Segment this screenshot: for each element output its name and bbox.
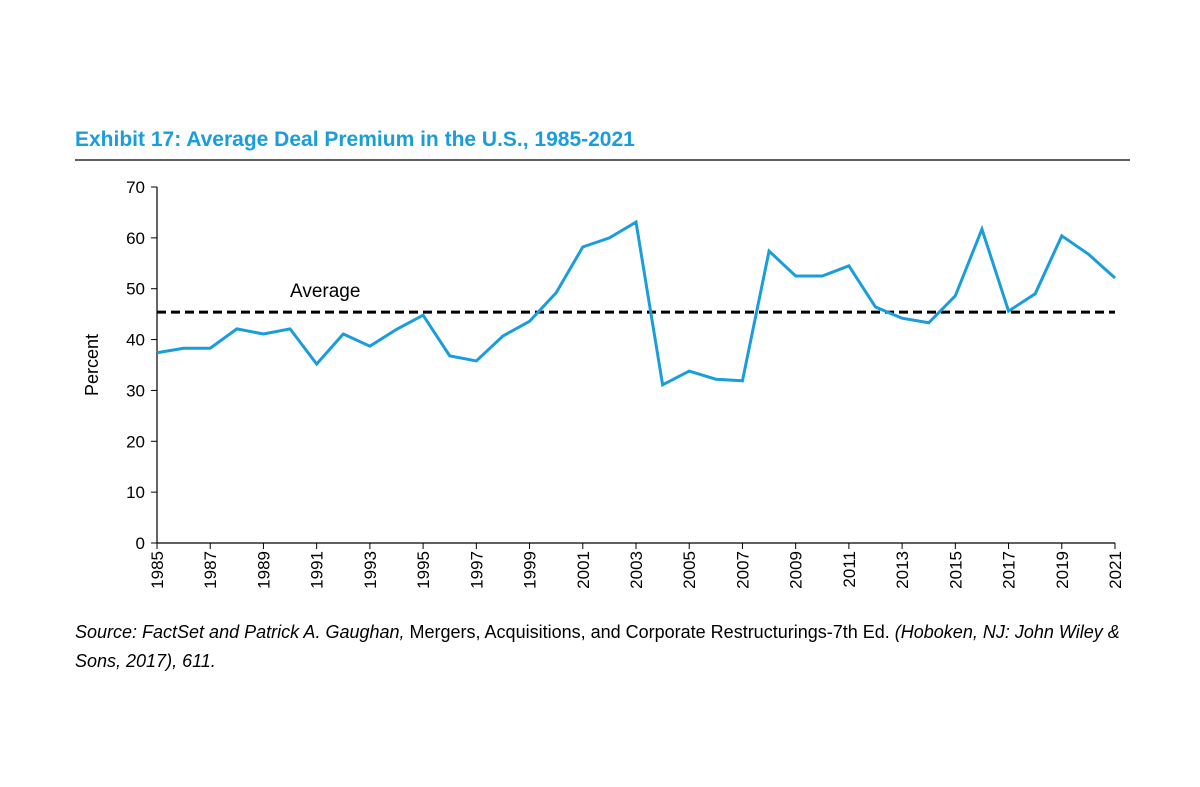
y-tick-label: 30 [126,381,145,400]
x-tick-label: 1999 [521,551,540,589]
x-tick-label: 2017 [1000,551,1019,589]
x-tick-label: 1991 [308,551,327,589]
source-part: (Hoboken, NJ: John Wiley & Sons, 2017), … [75,622,1120,671]
x-tick-label: 2009 [787,551,806,589]
x-tick-label: 2011 [840,551,859,588]
x-tick-label: 2021 [1106,551,1125,589]
chart-title: Exhibit 17: Average Deal Premium in the … [75,128,635,151]
y-tick-label: 20 [126,432,145,451]
y-tick-label: 50 [126,280,145,299]
y-tick-label: 0 [136,534,145,553]
y-tick-label: 10 [126,483,145,502]
x-tick-label: 1995 [414,551,433,589]
average-label: Average [290,281,360,302]
x-tick-label: 1985 [148,551,167,589]
x-tick-label: 1997 [467,551,486,589]
source-note: Source: FactSet and Patrick A. Gaughan, … [75,618,1135,676]
x-tick-label: 2019 [1053,551,1072,589]
x-tick-label: 2013 [893,551,912,589]
x-tick-label: 2001 [574,551,593,589]
x-tick-label: 2003 [627,551,646,589]
source-part: Mergers, Acquisitions, and Corporate Res… [409,622,890,642]
source-part: Source: FactSet and Patrick A. Gaughan, [75,622,405,642]
x-tick-label: 1987 [201,551,220,589]
x-tick-label: 1989 [254,551,273,589]
x-tick-label: 2015 [946,551,965,589]
y-tick-label: 40 [126,331,145,350]
x-tick-label: 2005 [680,551,699,589]
x-tick-label: 2007 [733,551,752,589]
y-tick-label: 60 [126,229,145,248]
data-line [156,219,1117,388]
x-tick-label: 1993 [361,551,380,589]
y-tick-label: 70 [126,178,145,197]
y-axis-label: Percent [82,334,102,396]
